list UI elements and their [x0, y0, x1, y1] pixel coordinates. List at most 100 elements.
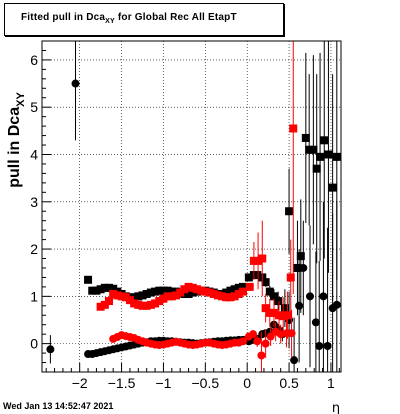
data-point — [266, 332, 275, 341]
chart-title-sub: XY — [105, 18, 115, 25]
data-point — [309, 145, 318, 154]
data-point — [96, 285, 105, 294]
data-point — [92, 286, 101, 295]
data-point — [151, 287, 160, 296]
x-tick-label: 0.5 — [279, 375, 299, 391]
data-point — [218, 292, 227, 301]
data-point — [159, 294, 168, 303]
data-point — [113, 291, 122, 300]
data-point — [293, 263, 302, 272]
timestamp: Wed Jan 13 14:52:47 2021 — [3, 401, 114, 411]
data-point — [253, 337, 262, 346]
data-point — [100, 300, 109, 309]
data-point — [249, 330, 258, 339]
y-tick-label: 4 — [30, 146, 38, 162]
data-markers — [46, 41, 341, 372]
data-point — [46, 345, 55, 354]
data-point — [109, 289, 118, 298]
data-point — [234, 289, 243, 298]
data-point — [176, 288, 185, 297]
data-point — [305, 145, 314, 154]
data-point — [142, 289, 151, 298]
data-point — [245, 282, 254, 291]
x-tick-label: −1.5 — [108, 375, 136, 391]
data-point — [188, 283, 197, 292]
data-point — [234, 283, 243, 292]
data-point — [213, 291, 222, 300]
data-point — [265, 308, 274, 317]
y-axis-label: pull in DcaXY — [6, 92, 27, 188]
data-point — [130, 299, 139, 308]
data-point — [265, 287, 274, 296]
data-point — [301, 133, 310, 142]
x-tick-label: −2 — [72, 375, 88, 391]
data-point — [286, 273, 295, 282]
data-point — [226, 286, 235, 295]
data-point — [121, 293, 130, 302]
data-point — [222, 293, 231, 302]
y-axis-label-sub: XY — [15, 92, 27, 107]
y-tick-label: 1 — [30, 288, 38, 304]
data-point — [285, 207, 294, 216]
y-tick-label: 6 — [30, 52, 38, 68]
chart-title-main: Fitted pull in Dca — [21, 12, 106, 23]
data-point — [134, 292, 143, 301]
data-point — [276, 330, 285, 339]
data-point — [279, 312, 288, 321]
data-point — [230, 292, 239, 301]
data-point — [320, 136, 329, 145]
data-point — [289, 124, 298, 133]
data-point — [88, 286, 97, 295]
data-point — [269, 292, 278, 301]
tick-labels: −2 −1.5 −1 −0.5 0 0.5 1 0 1 2 3 4 5 6 — [30, 52, 335, 391]
data-point — [274, 297, 283, 306]
data-point — [316, 152, 325, 161]
data-point — [151, 299, 160, 308]
data-point — [142, 301, 151, 310]
data-point — [280, 304, 289, 313]
data-point — [125, 296, 134, 305]
data-point — [117, 292, 126, 301]
data-point — [109, 284, 118, 293]
data-point — [197, 286, 206, 295]
data-point — [283, 311, 292, 320]
data-point — [269, 308, 278, 317]
data-point — [261, 304, 270, 313]
data-point — [96, 302, 105, 311]
y-tick-label: 3 — [30, 194, 38, 210]
data-point — [319, 292, 328, 301]
chart-title-box: Fitted pull in DcaXY for Global Rec All … — [4, 3, 284, 36]
data-point — [192, 285, 201, 294]
data-point — [290, 356, 299, 365]
gridlines — [42, 41, 341, 372]
data-point — [239, 337, 248, 346]
x-tick-label: 1 — [327, 375, 335, 391]
data-point — [275, 311, 284, 320]
data-point — [84, 275, 93, 284]
data-point — [167, 287, 176, 296]
x-tick-label: 0 — [243, 375, 251, 391]
data-point — [258, 254, 267, 263]
data-point — [257, 351, 266, 360]
plot-frame — [41, 40, 342, 373]
y-tick-label: 2 — [30, 241, 38, 257]
data-point — [167, 292, 176, 301]
data-point — [138, 291, 147, 300]
data-point — [71, 79, 80, 88]
y-axis-label-main: pull in Dca — [6, 107, 23, 188]
data-point — [239, 287, 248, 296]
data-point — [332, 152, 341, 161]
data-point — [261, 278, 270, 287]
data-point — [312, 164, 321, 173]
x-axis-label: η — [332, 401, 340, 414]
data-point — [159, 286, 168, 295]
data-point — [146, 300, 155, 309]
x-tick-label: −0.5 — [191, 375, 219, 391]
data-point — [253, 271, 262, 280]
data-point — [296, 252, 305, 261]
data-point — [306, 292, 315, 301]
data-point — [105, 283, 114, 292]
data-point — [155, 286, 164, 295]
data-point — [130, 293, 139, 302]
